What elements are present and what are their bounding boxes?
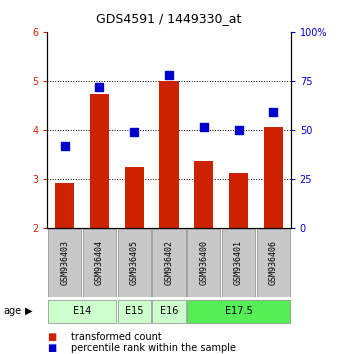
Text: E16: E16 — [160, 306, 178, 316]
Bar — [152, 300, 186, 322]
Bar — [257, 229, 290, 297]
Point — [201, 124, 207, 130]
Bar — [222, 229, 255, 297]
Text: ■: ■ — [47, 343, 56, 353]
Bar — [187, 229, 220, 297]
Bar — [187, 300, 290, 322]
Text: GDS4591 / 1449330_at: GDS4591 / 1449330_at — [96, 12, 242, 25]
Bar — [264, 127, 283, 228]
Text: age: age — [3, 306, 22, 316]
Bar — [90, 94, 109, 228]
Bar — [118, 229, 151, 297]
Text: GSM936406: GSM936406 — [269, 240, 278, 285]
Bar — [152, 229, 186, 297]
Text: GSM936402: GSM936402 — [165, 240, 173, 285]
Point — [131, 129, 137, 135]
Bar — [125, 167, 144, 228]
Text: percentile rank within the sample: percentile rank within the sample — [71, 343, 236, 353]
Point — [166, 72, 172, 78]
Point — [62, 143, 67, 149]
Text: ■: ■ — [47, 332, 56, 342]
Point — [271, 109, 276, 115]
Point — [236, 127, 241, 133]
Bar — [48, 229, 81, 297]
Text: transformed count: transformed count — [71, 332, 162, 342]
Bar — [160, 81, 178, 228]
Bar — [55, 183, 74, 228]
Text: E15: E15 — [125, 306, 144, 316]
Bar — [118, 300, 151, 322]
Text: ▶: ▶ — [25, 306, 33, 316]
Text: GSM936403: GSM936403 — [60, 240, 69, 285]
Text: GSM936404: GSM936404 — [95, 240, 104, 285]
Bar — [83, 229, 116, 297]
Bar — [48, 300, 116, 322]
Text: GSM936400: GSM936400 — [199, 240, 208, 285]
Bar — [194, 161, 213, 228]
Text: GSM936401: GSM936401 — [234, 240, 243, 285]
Bar — [229, 173, 248, 228]
Text: GSM936405: GSM936405 — [130, 240, 139, 285]
Text: E17.5: E17.5 — [225, 306, 252, 316]
Text: E14: E14 — [73, 306, 91, 316]
Point — [97, 85, 102, 90]
